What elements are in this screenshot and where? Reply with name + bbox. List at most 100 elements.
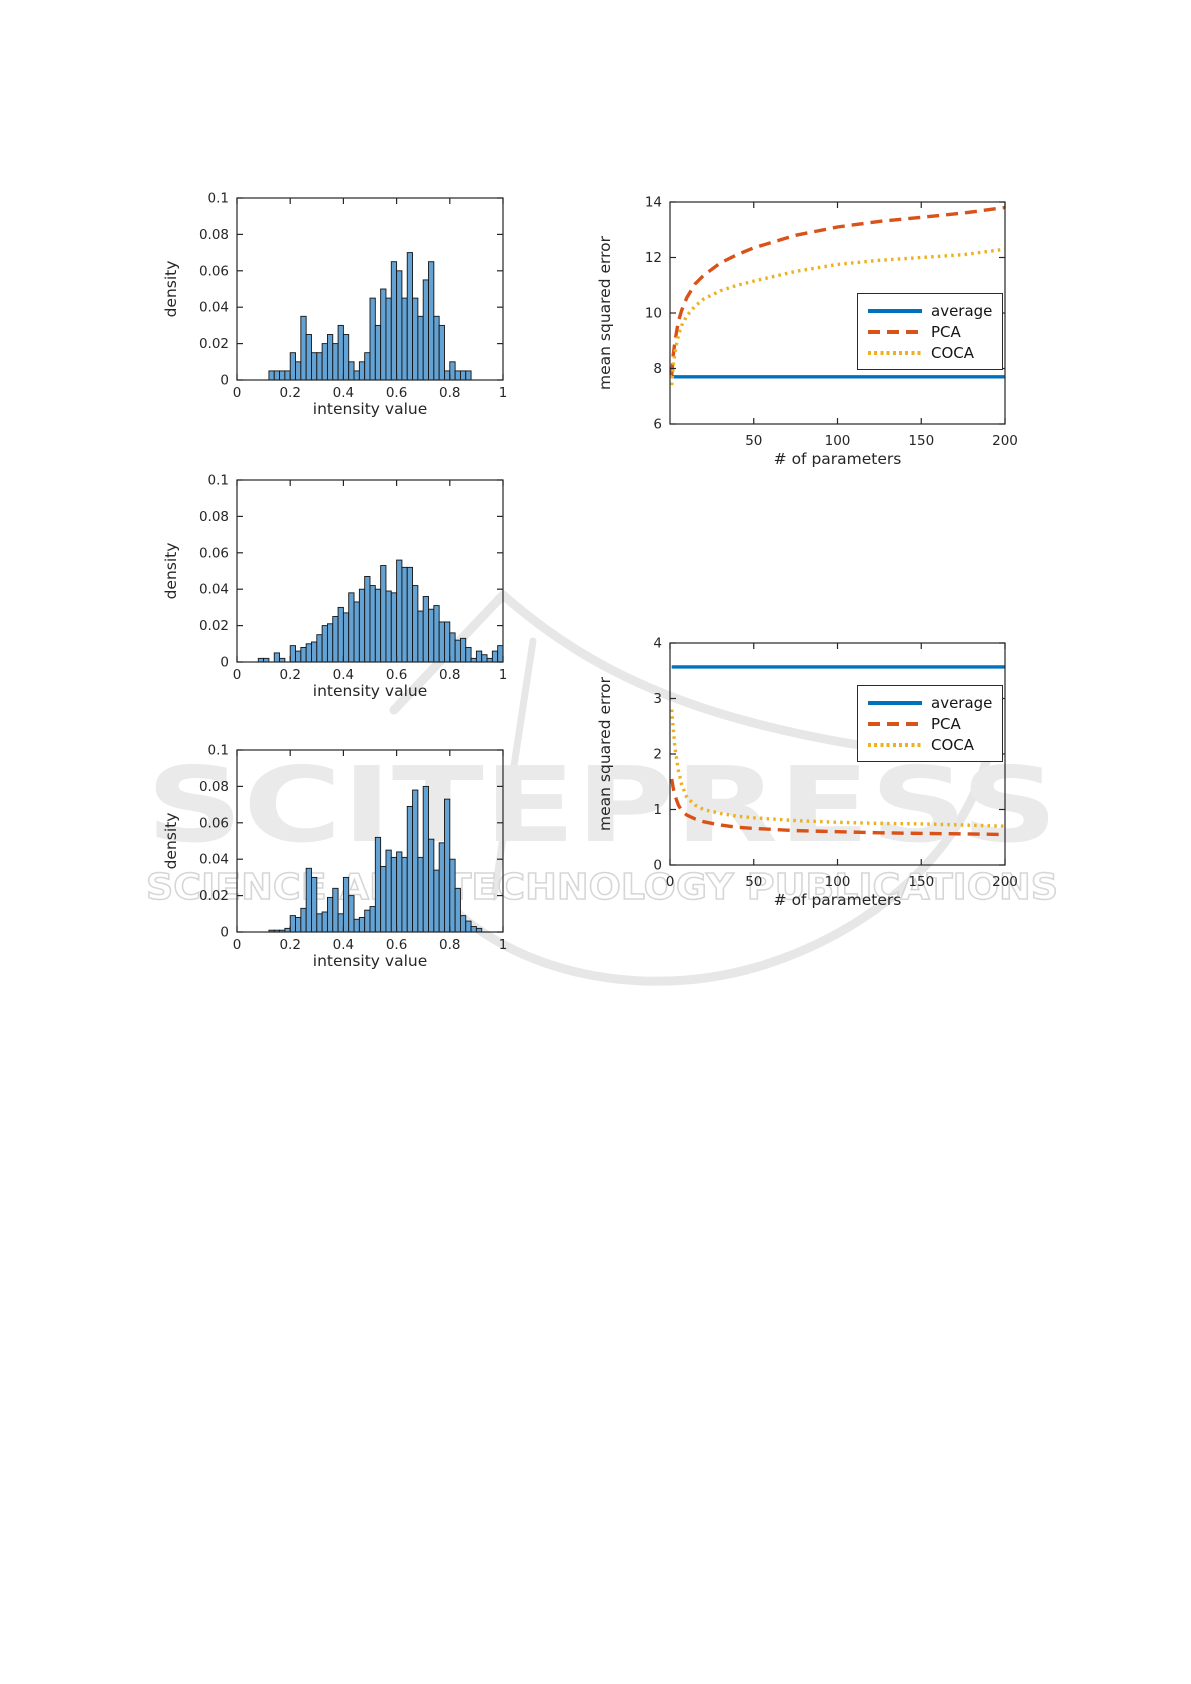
pca-line-sample [868, 329, 922, 334]
series-COCA [670, 709, 1006, 828]
hist-middle-plot: 0 0.2 0.4 0.6 0.8 1 0 0.02 0.04 0.06 0.08 0.1 intens… [162, 473, 507, 701]
svg-text:8: 8 [653, 361, 662, 377]
svg-text:4: 4 [653, 636, 662, 652]
svg-text:0.2: 0.2 [279, 385, 300, 401]
legend-label-coca: COCA [931, 735, 975, 754]
series-PCA [670, 205, 1006, 376]
svg-text:0.2: 0.2 [279, 937, 300, 953]
histogram-top: 0 0.2 0.4 0.6 0.8 1 0 0.02 0.04 0.06 0.08 0.1 intens… [137, 186, 517, 442]
svg-text:14: 14 [645, 195, 662, 211]
svg-text:1: 1 [499, 937, 508, 953]
svg-text:0.02: 0.02 [199, 618, 229, 634]
coca-line-sample [868, 742, 922, 747]
tick-labels: 0 50 100 150 200 0 1 2 3 4 [653, 636, 1017, 891]
tick-labels: 50 100 150 200 6 8 10 12 14 [645, 195, 1018, 450]
pca-line-sample [868, 721, 922, 726]
axes-box [236, 749, 504, 933]
svg-text:6: 6 [653, 417, 662, 433]
legend-item-coca: COCA [868, 342, 992, 363]
tick-labels: 0 0.2 0.4 0.6 0.8 1 0 0.02 0.04 0.06 0.08 0.1 [199, 743, 507, 954]
tick-marks [670, 201, 1006, 425]
legend: average PCA COCA [857, 293, 1004, 370]
series-lines [670, 665, 1006, 837]
svg-text:200: 200 [992, 874, 1018, 890]
svg-text:0.8: 0.8 [439, 667, 460, 683]
swoosh-inner-line [490, 637, 537, 901]
legend: average PCA COCA [857, 685, 1004, 762]
axes-box [236, 479, 504, 663]
watermark-title: SCITEPRESS [146, 744, 1058, 866]
legend-item-average: average [868, 300, 992, 321]
svg-text:0.04: 0.04 [199, 852, 229, 868]
watermark-subtitle: SCIENCE AND TECHNOLOGY PUBLICATIONS [146, 867, 1058, 908]
legend-item-pca: PCA [868, 321, 992, 342]
y-axis-label: density [162, 813, 180, 870]
legend-item-average: average [868, 692, 992, 713]
svg-text:0.1: 0.1 [208, 743, 229, 759]
hist-top-plot: 0 0.2 0.4 0.6 0.8 1 0 0.02 0.04 0.06 0.08 0.1 intens… [162, 191, 508, 419]
svg-text:0.1: 0.1 [208, 473, 229, 489]
svg-text:0: 0 [666, 874, 675, 890]
swoosh-bottom-arc [442, 753, 992, 986]
svg-text:0.6: 0.6 [386, 385, 407, 401]
svg-text:0.04: 0.04 [199, 300, 229, 316]
histogram-bars [268, 785, 483, 933]
x-axis-label: intensity value [313, 682, 427, 700]
svg-text:0.8: 0.8 [439, 385, 460, 401]
histogram-bars [268, 252, 472, 381]
y-axis-label: mean squared error [596, 235, 614, 390]
svg-text:0.8: 0.8 [439, 937, 460, 953]
legend-label-pca: PCA [931, 714, 961, 733]
svg-text:12: 12 [645, 250, 662, 266]
average-line-sample [868, 308, 922, 313]
hist-bottom-plot: 0 0.2 0.4 0.6 0.8 1 0 0.02 0.04 0.06 0.08 0.1 intens… [162, 743, 507, 971]
legend-label-average: average [931, 693, 993, 712]
svg-text:0: 0 [220, 655, 229, 671]
svg-text:0.08: 0.08 [199, 227, 229, 243]
x-axis-label: intensity value [313, 400, 427, 418]
svg-text:0: 0 [220, 925, 229, 941]
series-lines [670, 205, 1006, 386]
tick-marks [669, 642, 1006, 866]
svg-text:0.02: 0.02 [199, 888, 229, 904]
svg-text:0.1: 0.1 [208, 191, 229, 207]
svg-text:0: 0 [233, 667, 242, 683]
svg-text:150: 150 [908, 433, 934, 449]
svg-text:1: 1 [499, 667, 508, 683]
series-COCA [670, 247, 1006, 386]
svg-text:0.4: 0.4 [333, 667, 354, 683]
svg-text:1: 1 [653, 802, 662, 818]
svg-text:2: 2 [653, 747, 662, 763]
y-axis-label: density [162, 543, 180, 600]
svg-text:0.4: 0.4 [333, 937, 354, 953]
average-line-sample [868, 700, 922, 705]
coca-line-sample [868, 350, 922, 355]
tick-labels: 0 0.2 0.4 0.6 0.8 1 0 0.02 0.04 0.06 0.08 0.1 [199, 473, 507, 684]
legend-label-pca: PCA [931, 322, 961, 341]
svg-text:50: 50 [745, 433, 762, 449]
svg-text:200: 200 [992, 433, 1018, 449]
x-axis-label: # of parameters [774, 450, 902, 468]
svg-text:0.06: 0.06 [199, 545, 229, 561]
svg-text:50: 50 [745, 874, 762, 890]
svg-text:0.06: 0.06 [199, 815, 229, 831]
mse-bottom-plot: 0 50 100 150 200 0 1 2 3 4 # of parameters mean squ… [596, 636, 1018, 910]
svg-text:100: 100 [825, 433, 851, 449]
svg-text:0.06: 0.06 [199, 263, 229, 279]
svg-text:100: 100 [825, 874, 851, 890]
svg-text:1: 1 [499, 385, 508, 401]
tick-marks [236, 479, 504, 663]
svg-text:0: 0 [653, 858, 662, 874]
svg-text:3: 3 [653, 691, 662, 707]
mse-top-plot: 50 100 150 200 6 8 10 12 14 # of parameters mean s… [596, 195, 1018, 469]
y-axis-label: mean squared error [596, 676, 614, 831]
svg-text:10: 10 [645, 306, 662, 322]
histogram-bars [257, 559, 504, 663]
series-PCA [670, 778, 1006, 837]
mse-chart-bottom: average PCA COCA 0 50 100 150 200 0 1 2 3 4 # of p… [575, 628, 1030, 928]
svg-text:0.02: 0.02 [199, 336, 229, 352]
x-axis-label: # of parameters [774, 891, 902, 909]
histogram-middle: 0 0.2 0.4 0.6 0.8 1 0 0.02 0.04 0.06 0.08 0.1 intens… [137, 468, 517, 724]
